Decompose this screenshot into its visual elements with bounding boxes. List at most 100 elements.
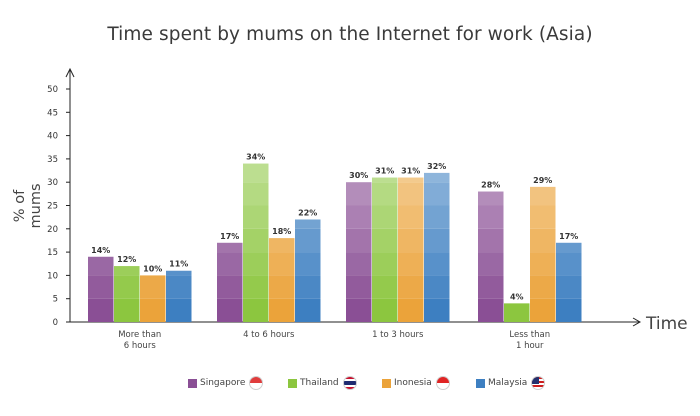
bar-segment bbox=[424, 205, 450, 229]
data-label: 18% bbox=[272, 227, 291, 236]
bar-segment bbox=[243, 275, 269, 299]
x-tick-label: Less than bbox=[509, 330, 550, 340]
data-label: 22% bbox=[298, 208, 317, 217]
bar-segment bbox=[88, 256, 114, 276]
bar-segment bbox=[372, 182, 398, 206]
legend-item-thailand: Thailand bbox=[288, 374, 357, 392]
legend-item-inonesia: Inonesia bbox=[382, 374, 450, 392]
data-label: 17% bbox=[559, 232, 578, 241]
bar-segment bbox=[398, 182, 424, 206]
bar-segment bbox=[346, 275, 372, 299]
bar-segment bbox=[478, 275, 504, 299]
bar-segment bbox=[478, 191, 504, 206]
bar-segment bbox=[478, 298, 504, 322]
bar-segment bbox=[530, 186, 556, 206]
bar-segment bbox=[217, 252, 243, 276]
x-tick-label: 4 to 6 hours bbox=[243, 330, 295, 340]
bar-segment bbox=[530, 228, 556, 253]
bar-segment bbox=[295, 298, 321, 322]
bar-segment bbox=[114, 275, 140, 299]
bar-segment bbox=[398, 205, 424, 229]
legend-item-malaysia: Malaysia bbox=[476, 374, 546, 392]
malaysia-flag-icon bbox=[531, 376, 546, 390]
bar-segment bbox=[530, 252, 556, 276]
y-tick-label: 5 bbox=[53, 295, 58, 305]
bar-segment bbox=[217, 242, 243, 253]
bar-segment bbox=[346, 252, 372, 276]
data-label: 11% bbox=[169, 260, 188, 269]
bar-segment bbox=[140, 298, 166, 322]
legend-swatch bbox=[288, 378, 297, 388]
y-tick-label: 10 bbox=[47, 271, 58, 281]
x-axis-title: Time bbox=[646, 314, 688, 334]
data-label: 29% bbox=[533, 176, 552, 185]
x-tick-label: 6 hours bbox=[124, 341, 157, 351]
bar-segment bbox=[243, 182, 269, 206]
bar-segment bbox=[372, 228, 398, 253]
bar-segment bbox=[295, 228, 321, 253]
bar-segment bbox=[530, 205, 556, 229]
bar-segment bbox=[398, 298, 424, 322]
bar-segment bbox=[478, 228, 504, 253]
data-label: 12% bbox=[117, 255, 136, 264]
bar-segment bbox=[424, 252, 450, 276]
bar-segment bbox=[114, 266, 140, 276]
bar-segment bbox=[398, 177, 424, 183]
bar-segment bbox=[140, 275, 166, 299]
data-label: 30% bbox=[349, 171, 368, 180]
bar-segment bbox=[346, 182, 372, 206]
bar-segment bbox=[398, 252, 424, 276]
y-tick-label: 35 bbox=[47, 155, 58, 165]
bar-segment bbox=[243, 163, 269, 183]
x-tick-label: 1 to 3 hours bbox=[372, 330, 424, 340]
data-label: 34% bbox=[246, 153, 265, 162]
bar-segment bbox=[295, 219, 321, 229]
bar-segment bbox=[166, 270, 192, 276]
bar-segment bbox=[530, 298, 556, 322]
bar-segment bbox=[478, 205, 504, 229]
bar-segment bbox=[346, 228, 372, 253]
singapore-flag-icon bbox=[249, 376, 264, 390]
bar-segment bbox=[114, 298, 140, 322]
bar-segment bbox=[372, 177, 398, 183]
bar-segment bbox=[398, 228, 424, 253]
legend-item-singapore: Singapore bbox=[188, 374, 264, 392]
legend-label: Thailand bbox=[300, 378, 339, 388]
bar-segment bbox=[243, 252, 269, 276]
bar-segment bbox=[166, 298, 192, 322]
data-label: 31% bbox=[375, 167, 394, 176]
bar-segment bbox=[556, 252, 582, 276]
y-tick-label: 25 bbox=[47, 202, 58, 212]
legend-swatch bbox=[188, 378, 197, 388]
bar-segment bbox=[269, 298, 295, 322]
y-axis-arrow bbox=[65, 67, 75, 78]
bar-segment bbox=[372, 275, 398, 299]
bar-segment bbox=[372, 298, 398, 322]
bar-segment bbox=[217, 298, 243, 322]
legend-swatch bbox=[382, 378, 391, 388]
data-label: 4% bbox=[510, 292, 524, 301]
y-tick-label: 45 bbox=[47, 108, 58, 118]
bar-segment bbox=[243, 205, 269, 229]
legend-swatch bbox=[476, 378, 485, 388]
bar-segment bbox=[243, 298, 269, 322]
bar-segment bbox=[424, 298, 450, 322]
chart-title: Time spent by mums on the Internet for w… bbox=[107, 24, 593, 45]
data-label: 31% bbox=[401, 167, 420, 176]
x-tick-label: 1 hour bbox=[516, 341, 544, 351]
bar-segment bbox=[424, 275, 450, 299]
bar-segment bbox=[478, 252, 504, 276]
bar-segment bbox=[217, 275, 243, 299]
y-tick-label: 40 bbox=[47, 132, 58, 142]
bar-segment bbox=[243, 228, 269, 253]
bar-segment bbox=[88, 298, 114, 322]
bar-segment bbox=[556, 275, 582, 299]
bar-segment bbox=[424, 172, 450, 183]
bar-segment bbox=[424, 182, 450, 206]
data-label: 17% bbox=[220, 232, 239, 241]
bar-segment bbox=[269, 238, 295, 253]
bar-segment bbox=[372, 252, 398, 276]
data-label: 14% bbox=[91, 246, 110, 255]
data-label: 32% bbox=[427, 162, 446, 171]
